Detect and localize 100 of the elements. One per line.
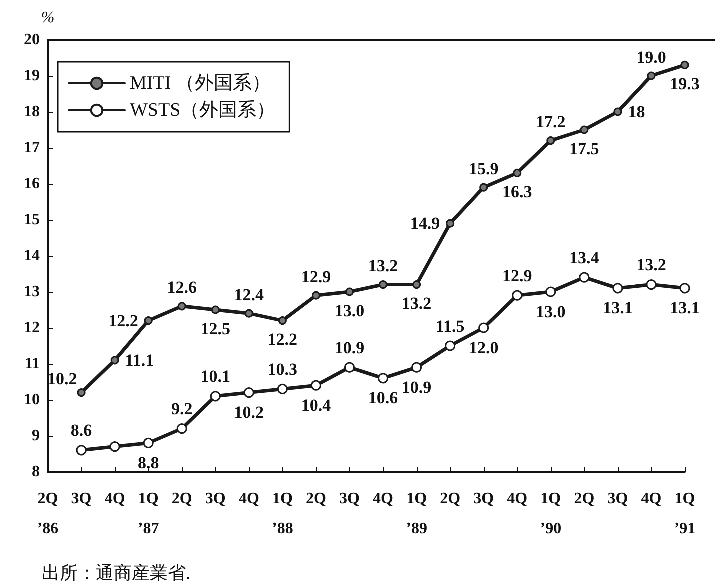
point — [211, 306, 220, 314]
data-label: 13.1 — [670, 298, 700, 318]
data-label: 10.9 — [334, 338, 365, 358]
data-label: 14.9 — [410, 214, 440, 234]
data-label: 17.2 — [536, 112, 566, 132]
y-tick-label: 20 — [24, 32, 40, 48]
point — [546, 286, 556, 298]
x-tick-label: 4Q — [238, 490, 260, 508]
point — [612, 283, 624, 294]
point — [513, 168, 522, 178]
point — [580, 126, 589, 134]
data-label: 12.9 — [301, 267, 332, 286]
data-label: 10.1 — [200, 367, 231, 386]
point — [176, 424, 188, 434]
data-label: 13.2 — [636, 256, 666, 275]
point — [278, 316, 287, 326]
point — [614, 108, 622, 116]
data-label: 12.2 — [268, 330, 298, 350]
x-tick-label: 2Q — [172, 490, 192, 508]
data-label: 13.0 — [334, 301, 365, 320]
data-label: 13.2 — [402, 294, 432, 314]
point — [512, 290, 523, 301]
data-label: 12.5 — [200, 319, 231, 338]
data-label: 10.2 — [234, 403, 264, 422]
point — [144, 316, 153, 326]
y-tick-label: 10 — [24, 392, 40, 408]
point — [378, 373, 389, 384]
y-tick-label: 17 — [24, 140, 40, 156]
data-label: 19.3 — [670, 74, 700, 94]
point — [680, 60, 690, 70]
point — [277, 384, 288, 394]
x-tick-label: 3Q — [608, 490, 628, 508]
point — [76, 445, 87, 456]
x-tick-label: 3Q — [340, 490, 360, 508]
data-label: 13.2 — [368, 256, 398, 276]
x-tick-label: 1Q ’89 — [406, 490, 428, 538]
point — [244, 388, 254, 398]
x-tick-label: 4Q — [104, 490, 126, 508]
point — [412, 280, 422, 290]
point — [110, 442, 120, 452]
point — [310, 380, 322, 391]
point — [480, 183, 488, 192]
data-label: 11.5 — [436, 316, 465, 336]
data-label: 10.4 — [301, 396, 332, 415]
point — [478, 322, 490, 334]
y-tick-label: 9 — [32, 428, 40, 444]
data-label: 12.6 — [167, 278, 197, 298]
y-tick-label: 8 — [32, 464, 40, 480]
data-label: 12.4 — [234, 285, 265, 304]
legend-label: MITI （外国系） — [130, 73, 271, 94]
data-label: 8.6 — [70, 421, 92, 440]
y-axis-title: % — [41, 10, 55, 26]
point — [244, 309, 254, 318]
x-tick-label: 2Q — [440, 490, 461, 508]
y-tick-label: 11 — [24, 356, 40, 372]
x-tick-label: 1Q ’88 — [272, 490, 294, 538]
point — [344, 362, 355, 373]
y-tick-label: 14 — [24, 248, 40, 264]
data-label: 19.0 — [636, 48, 666, 67]
data-label: 13.1 — [603, 298, 633, 318]
data-label: 17.5 — [570, 139, 600, 158]
x-tick-label: 3Q — [474, 490, 494, 508]
y-tick-label: 15 — [24, 212, 40, 228]
y-tick-label: 12 — [24, 320, 40, 336]
x-tick-label: 1Q ’91 — [674, 490, 696, 538]
y-tick-label: 19 — [24, 68, 40, 84]
x-tick-label: 1Q ’90 — [540, 490, 562, 538]
data-label: 13.4 — [570, 248, 600, 268]
x-tick-label: 4Q — [373, 490, 394, 508]
data-label: 18 — [628, 102, 646, 122]
point — [143, 438, 154, 448]
x-tick-label: 2Q ’86 — [37, 490, 59, 538]
data-label: 15.9 — [468, 159, 499, 178]
point — [210, 391, 221, 402]
y-tick-label: 16 — [24, 176, 40, 192]
data-label: 13.0 — [536, 302, 566, 322]
x-tick-label: 2Q — [574, 490, 595, 508]
x-tick-label: 4Q — [641, 490, 662, 508]
data-label: 8.8 — [138, 453, 160, 472]
point — [680, 283, 690, 294]
point — [379, 280, 388, 290]
x-tick-label: 3Q — [205, 490, 226, 508]
point — [110, 356, 120, 365]
data-label: 12.9 — [502, 266, 532, 286]
x-tick-label: 1Q ’87 — [138, 490, 160, 538]
x-tick-label: 4Q — [507, 490, 528, 508]
data-label: 12.2 — [108, 311, 138, 330]
point — [345, 288, 354, 296]
point — [312, 291, 320, 300]
text: 出所：通商産業省. — [42, 563, 190, 583]
point — [579, 272, 590, 283]
point — [445, 340, 456, 352]
data-label: 10.2 — [48, 369, 78, 388]
data-label: 10.3 — [268, 360, 298, 379]
point — [178, 302, 186, 311]
data-label: 12.0 — [468, 338, 499, 358]
data-label: 9.2 — [171, 400, 193, 419]
point — [446, 219, 455, 228]
point — [77, 388, 86, 398]
y-tick-label: 13 — [24, 284, 40, 300]
